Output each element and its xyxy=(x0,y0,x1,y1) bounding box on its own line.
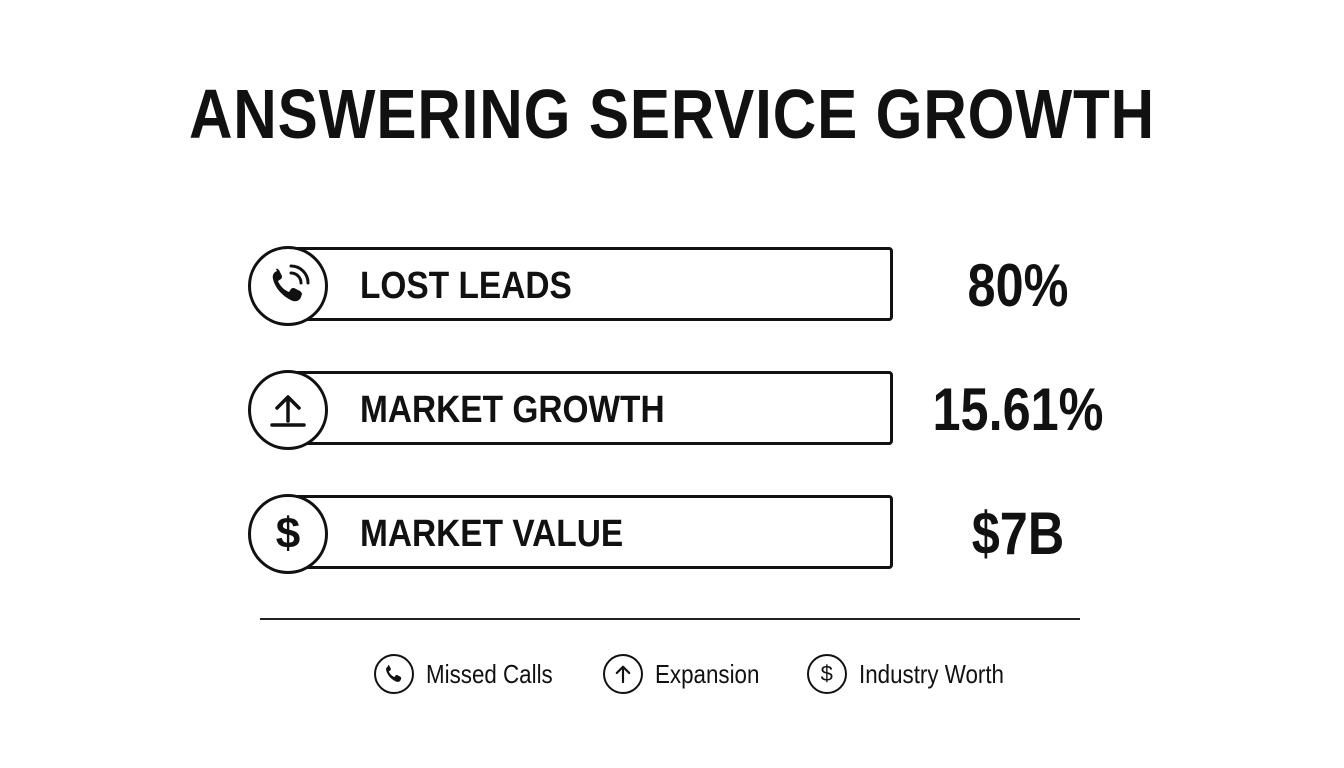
stat-value: 80% xyxy=(967,252,1069,319)
phone-icon xyxy=(248,246,328,326)
stat-value: 15.61% xyxy=(932,376,1104,443)
divider xyxy=(260,618,1080,620)
stat-label: MARKET GROWTH xyxy=(360,389,665,431)
stat-bar xyxy=(288,371,893,445)
stat-value: $7B xyxy=(971,500,1065,567)
page-title: ANSWERING SERVICE GROWTH xyxy=(188,75,1156,153)
dollar-icon: $ xyxy=(248,494,328,574)
stat-bar xyxy=(288,247,893,321)
dollar-glyph: $ xyxy=(820,661,833,686)
legend-item-industry-worth: $ Industry Worth xyxy=(806,654,1028,694)
arrow-up-icon xyxy=(603,654,644,694)
stat-row-market-value: $ MARKET VALUE $7B xyxy=(248,494,1148,574)
stat-row-lost-leads: LOST LEADS 80% xyxy=(248,246,1148,326)
dollar-glyph: $ xyxy=(275,509,301,558)
upload-arrow-icon xyxy=(248,370,328,450)
legend-label: Industry Worth xyxy=(858,658,1004,689)
legend-label: Expansion xyxy=(655,658,760,689)
dollar-icon: $ xyxy=(806,654,847,694)
stat-bar xyxy=(288,495,893,569)
phone-icon xyxy=(374,654,414,694)
legend: Missed Calls Expansion $ Industry Worth xyxy=(374,652,1057,696)
legend-item-expansion: Expansion xyxy=(603,654,776,694)
stat-row-market-growth: MARKET GROWTH 15.61% xyxy=(248,370,1148,450)
legend-item-missed-calls: Missed Calls xyxy=(374,654,573,694)
stat-label: LOST LEADS xyxy=(360,265,572,307)
legend-label: Missed Calls xyxy=(426,658,553,689)
stat-label: MARKET VALUE xyxy=(360,513,624,555)
